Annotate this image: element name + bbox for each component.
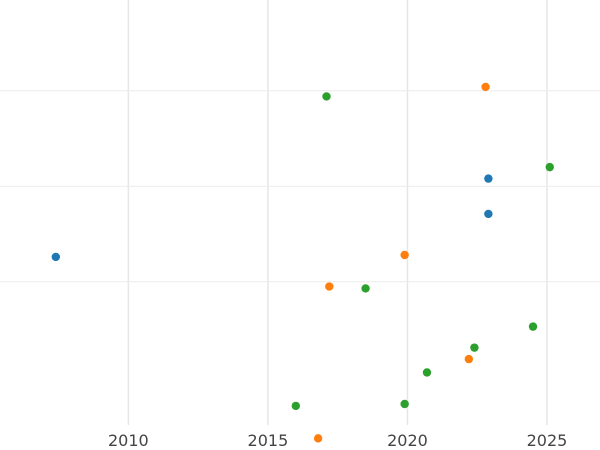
x-tick-label: 2020 [387, 431, 428, 450]
data-point [400, 399, 409, 409]
data-point [464, 354, 474, 364]
x-tick-label: 2010 [108, 431, 149, 450]
data-point [361, 284, 370, 293]
data-point [481, 82, 490, 92]
data-point [325, 282, 334, 291]
data-point [422, 368, 432, 377]
gridlines [0, 0, 600, 425]
data-point [51, 252, 61, 262]
data-point [484, 209, 493, 219]
data-point [484, 174, 493, 183]
data-point [291, 401, 301, 411]
data-point [322, 92, 331, 101]
data-point [470, 343, 479, 352]
data-points [51, 82, 554, 443]
x-tick-label: 2015 [248, 431, 289, 450]
data-point [545, 162, 554, 172]
x-tick-label: 2025 [527, 431, 568, 450]
x-axis-ticks: 2010 2015 2020 2025 [108, 431, 567, 450]
data-point [400, 250, 409, 260]
data-point [313, 434, 323, 443]
data-point [528, 322, 538, 331]
